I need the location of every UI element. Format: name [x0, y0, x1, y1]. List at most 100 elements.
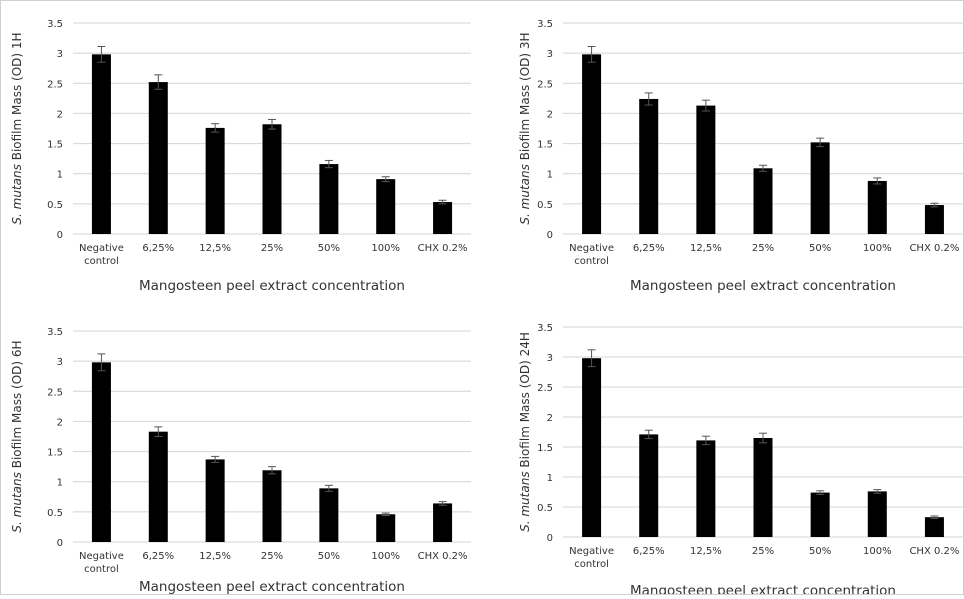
y-axis-label: S. mutans Biofilm Mass (OD) 24H	[518, 332, 532, 532]
y-axis-label-measure: Biofilm Mass (OD) 3H	[518, 32, 532, 164]
bar	[262, 470, 282, 542]
x-tick-label: Negative control	[79, 243, 124, 267]
x-tick-label: 25%	[261, 551, 283, 562]
y-axis-label-measure: Biofilm Mass (OD) 1H	[10, 32, 24, 164]
bar	[91, 54, 111, 234]
bar	[810, 142, 830, 234]
y-tick-label: 1	[547, 473, 553, 484]
x-tick-label: CHX 0.2%	[418, 243, 468, 254]
x-tick-label: 50%	[318, 243, 340, 254]
x-tick-label: 100%	[863, 243, 892, 254]
y-tick-label: 3.5	[47, 19, 63, 30]
y-tick-label: 2.5	[537, 383, 553, 394]
y-tick-label: 2	[57, 109, 63, 120]
bar	[582, 358, 602, 537]
x-tick-label: 100%	[371, 243, 400, 254]
x-tick-label: 25%	[261, 243, 283, 254]
y-tick-label: 3.5	[47, 327, 63, 338]
x-tick-label: Negative control	[569, 243, 614, 267]
y-axis-label: S. mutans Biofilm Mass (OD) 6H	[10, 340, 24, 532]
y-tick-label: 2	[547, 109, 553, 120]
y-tick-label: 0	[57, 230, 63, 241]
bar	[319, 164, 339, 234]
y-tick-label: 0.5	[537, 503, 553, 514]
y-tick-label: 0.5	[537, 200, 553, 211]
x-tick-label: 6,25%	[633, 243, 665, 254]
chart-panel-2: 0 0.5 1 1.5 2 2.5 3 3.5 Negative control 6,25% 12,5…	[518, 19, 963, 294]
bar	[148, 431, 168, 542]
bar	[924, 205, 944, 234]
x-tick-label: CHX 0.2%	[909, 546, 959, 557]
chart-panel-4: 0 0.5 1 1.5 2 2.5 3 3.5 Negative control 6,25% 12,5…	[518, 323, 963, 599]
x-tick-label: CHX 0.2%	[418, 551, 468, 562]
x-tick-label: 25%	[752, 546, 774, 557]
bar	[639, 434, 659, 537]
bar	[810, 492, 830, 537]
y-axis-label-species: S. mutans	[10, 164, 24, 224]
bar	[696, 105, 716, 234]
bar	[753, 438, 773, 537]
y-tick-label: 1.5	[537, 140, 553, 151]
x-tick-label: 50%	[318, 551, 340, 562]
chart-panel-1: 0 0.5 1 1.5 2 2.5 3 3.5 Negative control 6,25% 12,5…	[10, 19, 471, 294]
y-axis-label-species: S. mutans	[10, 472, 24, 532]
x-tick-label: Negative control	[79, 551, 124, 575]
y-tick-label: 3.5	[537, 19, 553, 30]
y-axis-label-species: S. mutans	[518, 164, 532, 224]
x-axis-label: Mangosteen peel extract concentration	[630, 278, 896, 294]
x-tick-label: 6,25%	[142, 551, 174, 562]
bar	[91, 362, 111, 542]
x-axis-label: Mangosteen peel extract concentration	[630, 583, 896, 594]
x-tick-label: 50%	[809, 546, 831, 557]
bar	[433, 202, 453, 234]
bar	[582, 54, 602, 234]
x-tick-label: 100%	[863, 546, 892, 557]
y-tick-label: 3	[57, 49, 63, 60]
y-axis-label-measure: Biofilm Mass (OD) 6H	[10, 340, 24, 472]
bar	[319, 488, 339, 542]
y-axis-label-species: S. mutans	[518, 471, 532, 531]
x-tick-label: CHX 0.2%	[909, 243, 959, 254]
y-tick-label: 0	[547, 230, 553, 241]
x-tick-label: 6,25%	[633, 546, 665, 557]
y-axis-label-measure: Biofilm Mass (OD) 24H	[518, 332, 532, 471]
y-tick-label: 2.5	[47, 79, 63, 90]
bar	[376, 514, 396, 542]
bar	[148, 82, 168, 234]
y-tick-label: 0	[57, 538, 63, 549]
bar	[867, 180, 887, 234]
x-axis-label: Mangosteen peel extract concentration	[139, 278, 405, 294]
x-tick-label: 12,5%	[199, 551, 231, 562]
y-tick-label: 3	[57, 357, 63, 368]
chart-panel-3: 0 0.5 1 1.5 2 2.5 3 3.5 Negative control 6,25% 12,5…	[10, 327, 471, 595]
y-tick-label: 1.5	[47, 140, 63, 151]
bar	[376, 179, 396, 234]
bar	[867, 491, 887, 537]
y-tick-label: 1.5	[47, 448, 63, 459]
bar	[639, 98, 659, 235]
x-tick-label: 50%	[809, 243, 831, 254]
bar	[696, 440, 716, 537]
x-tick-label: Negative control	[569, 546, 614, 570]
x-tick-label: 12,5%	[690, 546, 722, 557]
bar	[433, 503, 453, 542]
y-tick-label: 2	[57, 417, 63, 428]
y-tick-label: 1	[57, 170, 63, 181]
x-tick-label: 100%	[371, 551, 400, 562]
x-tick-label: 25%	[752, 243, 774, 254]
y-tick-label: 3	[547, 49, 553, 60]
y-tick-label: 0.5	[47, 508, 63, 519]
y-tick-label: 0.5	[47, 200, 63, 211]
x-tick-label: 12,5%	[690, 243, 722, 254]
x-tick-label: 12,5%	[199, 243, 231, 254]
y-tick-label: 1	[547, 170, 553, 181]
y-tick-label: 2.5	[47, 387, 63, 398]
bar	[205, 459, 225, 542]
bar	[753, 168, 773, 234]
y-tick-label: 1	[57, 478, 63, 489]
x-tick-label: 6,25%	[142, 243, 174, 254]
y-tick-label: 2	[547, 413, 553, 424]
y-tick-label: 0	[547, 533, 553, 544]
